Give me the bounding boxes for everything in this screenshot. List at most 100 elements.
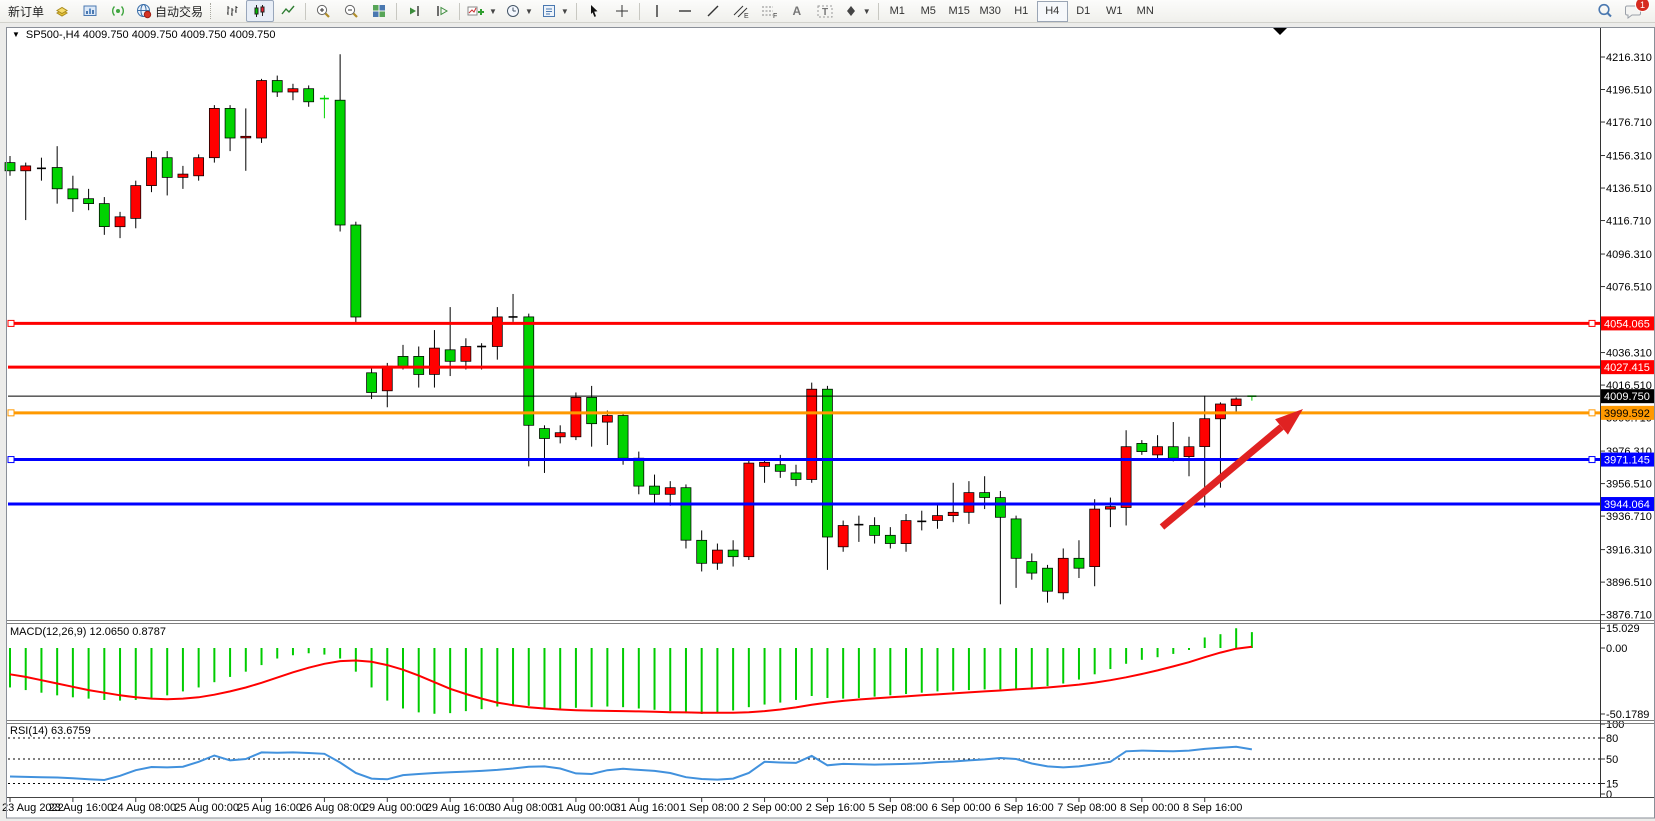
candle xyxy=(83,188,94,211)
chart-menu-icon[interactable]: ▼ xyxy=(12,30,20,39)
svg-text:0.00: 0.00 xyxy=(1606,643,1627,655)
svg-text:T: T xyxy=(822,7,828,18)
trend-arrow[interactable] xyxy=(1159,409,1303,530)
svg-text:3956.510: 3956.510 xyxy=(1606,479,1652,491)
candle xyxy=(1183,436,1195,477)
vertical-line-tool-icon[interactable] xyxy=(643,0,671,22)
candle xyxy=(1120,430,1132,526)
candle xyxy=(869,517,880,544)
channel-tool-icon[interactable]: E xyxy=(727,0,755,22)
candle xyxy=(759,458,770,483)
chat-icon[interactable]: 1 xyxy=(1619,0,1650,22)
candle xyxy=(837,520,849,552)
arrows-tool-button[interactable]: ▼ xyxy=(839,0,875,22)
chart-shift-marker[interactable] xyxy=(1273,28,1287,35)
candle xyxy=(36,157,46,181)
crosshair-tool-icon[interactable] xyxy=(608,0,636,22)
zoom-out-icon[interactable] xyxy=(337,0,365,22)
timeframe-button-M5[interactable]: M5 xyxy=(920,5,936,17)
timeframe-button-W1[interactable]: W1 xyxy=(1105,5,1123,17)
svg-text:3896.510: 3896.510 xyxy=(1606,577,1652,589)
candle xyxy=(649,474,660,503)
candle xyxy=(319,95,329,119)
candle xyxy=(334,54,346,232)
scroll-to-end-icon[interactable] xyxy=(400,0,428,22)
candle xyxy=(1230,397,1242,413)
search-icon[interactable] xyxy=(1591,0,1619,22)
candlestick-chart-type-icon[interactable] xyxy=(246,0,275,22)
svg-text:4216.310: 4216.310 xyxy=(1606,52,1652,64)
svg-text:0: 0 xyxy=(1606,789,1612,801)
autotrading-button[interactable]: 自动交易 xyxy=(132,1,207,21)
price-line-3971.145[interactable]: 3971.145 xyxy=(7,452,1655,467)
candle xyxy=(350,221,362,324)
svg-text:4036.310: 4036.310 xyxy=(1606,348,1652,360)
signals-icon[interactable] xyxy=(104,0,132,22)
svg-text:2 Sep 00:00: 2 Sep 00:00 xyxy=(743,802,802,814)
candle xyxy=(1136,440,1148,455)
period-selector-button[interactable]: ▼ xyxy=(501,0,537,22)
profiles-icon[interactable] xyxy=(48,0,76,22)
add-indicator-button[interactable]: ▼ xyxy=(463,0,501,22)
template-button[interactable]: ▼ xyxy=(537,0,573,22)
cursor-tool-icon[interactable] xyxy=(580,0,608,22)
svg-text:3936.710: 3936.710 xyxy=(1606,511,1652,523)
candle xyxy=(460,338,472,370)
timeframe-buttons: M1 M5 M15 M30 H1 H4 D1 W1 MN xyxy=(882,0,1161,22)
candle xyxy=(696,530,708,572)
tile-windows-icon[interactable] xyxy=(365,0,393,22)
timeframe-button-MN[interactable]: MN xyxy=(1136,5,1154,17)
svg-text:3999.592: 3999.592 xyxy=(1604,408,1650,420)
toolbar-separator xyxy=(638,2,640,20)
price-line-4054.065[interactable]: 4054.065 xyxy=(7,316,1655,331)
svg-text:30 Aug 08:00: 30 Aug 08:00 xyxy=(489,802,554,814)
candle xyxy=(743,459,755,560)
timeframe-button-H1[interactable]: H1 xyxy=(1014,5,1029,17)
svg-text:23 Aug 2022: 23 Aug 2022 xyxy=(2,802,64,814)
timeframe-button-M15[interactable]: M15 xyxy=(948,5,970,17)
candle xyxy=(287,83,299,101)
price-line-3944.064[interactable]: 3944.064 xyxy=(8,497,1655,512)
price-line-4027.415[interactable]: 4027.415 xyxy=(8,360,1655,375)
candle xyxy=(963,481,975,524)
timeframe-button-H4[interactable]: H4 xyxy=(1036,0,1068,22)
svg-text:7 Sep 08:00: 7 Sep 08:00 xyxy=(1057,802,1116,814)
chart-shift-icon[interactable] xyxy=(428,0,456,22)
candle xyxy=(932,502,943,529)
svg-text:4096.310: 4096.310 xyxy=(1606,249,1652,261)
candle xyxy=(570,392,582,441)
candle xyxy=(727,540,739,567)
svg-text:29 Aug 16:00: 29 Aug 16:00 xyxy=(426,802,491,814)
zoom-in-icon[interactable] xyxy=(309,0,337,22)
candle xyxy=(994,490,1006,605)
text-tool-icon[interactable]: A xyxy=(792,4,802,18)
candle xyxy=(477,343,487,370)
line-chart-type-icon[interactable] xyxy=(274,0,302,22)
svg-text:31 Aug 16:00: 31 Aug 16:00 xyxy=(614,802,679,814)
candle xyxy=(884,527,896,549)
candle xyxy=(366,367,377,400)
candle xyxy=(822,385,833,570)
trendline-tool-icon[interactable] xyxy=(699,0,727,22)
timeframe-button-D1[interactable]: D1 xyxy=(1076,5,1091,17)
svg-text:4156.310: 4156.310 xyxy=(1606,151,1652,163)
svg-text:3971.145: 3971.145 xyxy=(1604,455,1650,467)
toolbar-separator xyxy=(459,2,461,20)
price-line-4009.750[interactable]: 4009.750 xyxy=(8,389,1655,404)
new-order-label: 新订单 xyxy=(8,4,45,19)
candle xyxy=(208,105,220,163)
candle xyxy=(601,410,613,446)
horizontal-line-tool-icon[interactable] xyxy=(671,0,699,22)
bar-chart-type-icon[interactable] xyxy=(218,0,246,22)
price-line-3999.592[interactable]: 3999.592 xyxy=(7,405,1655,420)
macd-indicator-label: MACD(12,26,9) 12.0650 0.8787 xyxy=(10,626,166,638)
candle xyxy=(554,425,566,444)
timeframe-button-M1[interactable]: M1 xyxy=(889,5,905,17)
text-label-tool-icon[interactable]: T xyxy=(811,0,839,22)
timeframe-button-M30[interactable]: M30 xyxy=(979,5,1001,17)
fibonacci-tool-icon[interactable]: F xyxy=(755,0,783,22)
new-order-button[interactable]: 新订单 xyxy=(4,1,48,21)
terminal-icon[interactable] xyxy=(76,0,104,22)
svg-text:100: 100 xyxy=(1606,719,1624,731)
